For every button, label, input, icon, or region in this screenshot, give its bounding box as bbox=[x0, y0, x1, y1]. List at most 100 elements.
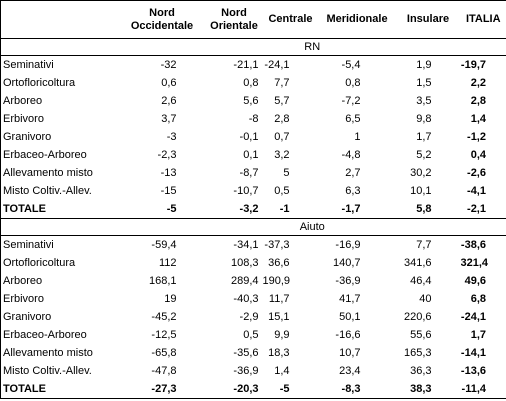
column-header: Nord Occidentale bbox=[118, 0, 206, 39]
cell-value: 46,4 bbox=[410, 275, 432, 287]
cell-value: 5,6 bbox=[243, 95, 259, 107]
cell-value: 19 bbox=[164, 293, 177, 305]
section-row: RN bbox=[0, 38, 506, 56]
cell-value: 3,2 bbox=[274, 149, 290, 161]
cell-value: -2,6 bbox=[467, 167, 486, 179]
row-label: Seminativi bbox=[3, 59, 54, 71]
table-row: Erbivoro 19 -40,3 11,7 41,7 40 6,8 bbox=[1, 290, 506, 308]
row-label: Erbaceo-Arboreo bbox=[3, 149, 87, 161]
table-row: Granivoro -3 -0,1 0,7 1 1,7 -1,2 bbox=[1, 128, 506, 146]
cell-value: -13,6 bbox=[460, 365, 486, 377]
row-label: Arboreo bbox=[3, 95, 43, 107]
cell-value: 3,7 bbox=[161, 113, 177, 125]
cell-value: -40,3 bbox=[233, 293, 259, 305]
cell-value: 289,4 bbox=[230, 275, 259, 287]
table-row: Seminativi -59,4 -34,1 -37,3 -16,9 7,7 -38,6 bbox=[1, 236, 506, 255]
cell-value: 9,8 bbox=[416, 113, 432, 125]
row-label: TOTALE bbox=[3, 203, 46, 215]
table-row: Erbivoro 3,7 -8 2,8 6,5 9,8 1,4 bbox=[1, 110, 506, 128]
cell-value: 15,1 bbox=[268, 311, 290, 323]
cell-value: 49,6 bbox=[464, 275, 486, 287]
cell-value: 7,7 bbox=[274, 77, 290, 89]
cell-value: -3,2 bbox=[239, 203, 259, 215]
cell-value: 2,2 bbox=[470, 77, 486, 89]
cell-value: 1,4 bbox=[274, 365, 290, 377]
cell-value: 1,5 bbox=[416, 77, 432, 89]
cell-value: -65,8 bbox=[151, 347, 177, 359]
cell-value: -8 bbox=[248, 113, 259, 125]
cell-value: 0,4 bbox=[470, 149, 486, 161]
cell-value: 1,9 bbox=[416, 59, 432, 71]
cell-value: -14,1 bbox=[460, 347, 486, 359]
row-label: Allevamento misto bbox=[3, 347, 93, 359]
corner bbox=[0, 0, 119, 39]
cell-value: -2,3 bbox=[157, 149, 177, 161]
cell-value: 6,3 bbox=[345, 185, 361, 197]
cell-value: 30,2 bbox=[410, 167, 432, 179]
cell-value: -16,6 bbox=[335, 329, 361, 341]
cell-value: -10,7 bbox=[233, 185, 259, 197]
cell-value: 50,1 bbox=[339, 311, 361, 323]
row-label: TOTALE bbox=[3, 383, 46, 395]
table-row: Allevamento misto -65,8 -35,6 18,3 10,7 165,3… bbox=[1, 344, 506, 362]
cell-value: 2,6 bbox=[161, 95, 177, 107]
cell-value: -34,1 bbox=[233, 239, 259, 251]
section-spacer bbox=[0, 218, 119, 236]
cell-value: 38,3 bbox=[410, 383, 432, 395]
cell-value: 0,7 bbox=[274, 131, 290, 143]
cell-value: -19,7 bbox=[460, 59, 486, 71]
cell-value: 5 bbox=[283, 167, 290, 179]
cell-value: 7,7 bbox=[416, 239, 432, 251]
cell-value: 5,7 bbox=[274, 95, 290, 107]
column-header: Insulare bbox=[395, 0, 461, 39]
cell-value: -21,1 bbox=[233, 59, 259, 71]
cell-value: -0,1 bbox=[239, 131, 259, 143]
cell-value: -27,3 bbox=[151, 383, 177, 395]
cell-value: 5,2 bbox=[416, 149, 432, 161]
cell-value: 40 bbox=[419, 293, 432, 305]
column-header: ITALIA bbox=[460, 0, 506, 39]
cell-value: 6,5 bbox=[345, 113, 361, 125]
table-row: Erbaceo-Arboreo -12,5 0,5 9,9 -16,6 55,6 1,7 bbox=[1, 326, 506, 344]
cell-value: -4,8 bbox=[341, 149, 361, 161]
table-row: Granivoro -45,2 -2,9 15,1 50,1 220,6 -24,1 bbox=[1, 308, 506, 326]
cell-value: 11,7 bbox=[268, 293, 290, 305]
cell-value: -5,4 bbox=[341, 59, 361, 71]
cell-value: 10,1 bbox=[410, 185, 432, 197]
header-row: Nord Occidentale Nord Orientale Centrale Me… bbox=[0, 0, 506, 39]
section-spacer bbox=[0, 38, 119, 56]
row-label: Erbaceo-Arboreo bbox=[3, 329, 87, 341]
table-row: TOTALE -27,3 -20,3 -5 -8,3 38,3 -11,4 bbox=[1, 380, 506, 399]
row-label: Misto Coltiv.-Allev. bbox=[3, 185, 92, 197]
cell-value: 1 bbox=[354, 131, 361, 143]
row-label: Seminativi bbox=[3, 239, 54, 251]
cell-value: 0,5 bbox=[274, 185, 290, 197]
row-label: Erbivoro bbox=[3, 113, 44, 125]
cell-value: -11,4 bbox=[461, 383, 486, 395]
cell-value: -13 bbox=[160, 167, 177, 179]
table-row: Misto Coltiv.-Allev. -47,8 -36,9 1,4 23,4 36,… bbox=[1, 362, 506, 380]
table-row: Allevamento misto -13 -8,7 5 2,7 30,2 -2,6 bbox=[1, 164, 506, 182]
column-header: Nord Orientale bbox=[205, 0, 263, 39]
section-row: Aiuto bbox=[0, 218, 506, 236]
cell-value: 168,1 bbox=[148, 275, 177, 287]
cell-value: 0,8 bbox=[243, 77, 259, 89]
row-label: Granivoro bbox=[3, 311, 52, 323]
cell-value: -2,9 bbox=[239, 311, 259, 323]
cell-value: 36,6 bbox=[268, 257, 290, 269]
cell-value: 55,6 bbox=[410, 329, 432, 341]
cell-value: 10,7 bbox=[339, 347, 361, 359]
column-header: Centrale bbox=[262, 0, 319, 39]
cell-value: -7,2 bbox=[341, 95, 361, 107]
cell-value: 112 bbox=[158, 257, 177, 269]
cell-value: 6,8 bbox=[470, 293, 486, 305]
cell-value: -59,4 bbox=[151, 239, 177, 251]
table-row: Arboreo 2,6 5,6 5,7 -7,2 3,5 2,8 bbox=[1, 92, 506, 110]
row-label: Erbivoro bbox=[3, 293, 44, 305]
cell-value: 190,9 bbox=[262, 275, 291, 287]
table-row: Arboreo 168,1 289,4 190,9 -36,9 46,4 49,6 bbox=[1, 272, 506, 290]
cell-value: -1,2 bbox=[467, 131, 486, 143]
cell-value: -1,7 bbox=[341, 203, 361, 215]
table-row: Ortofloricoltura 0,6 0,8 7,7 0,8 1,5 2,2 bbox=[1, 74, 506, 92]
